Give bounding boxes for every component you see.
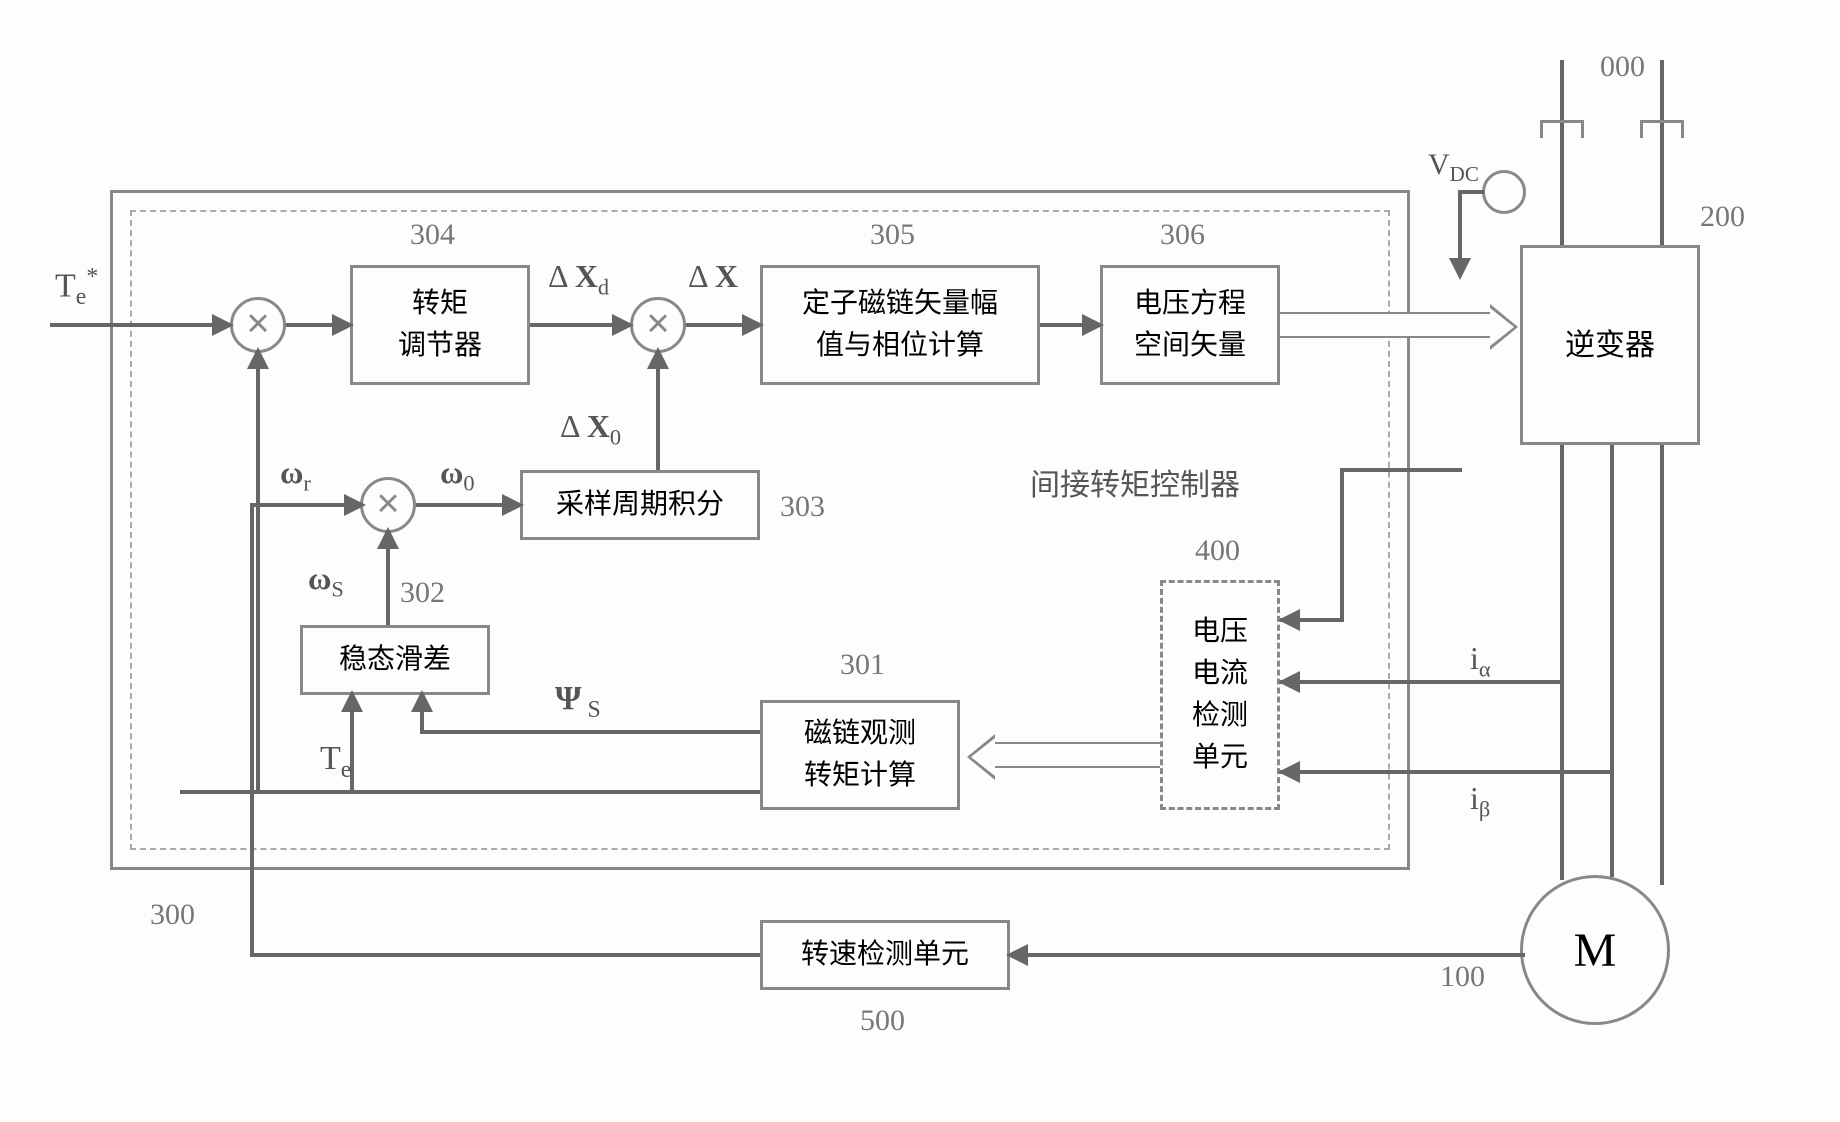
t-left xyxy=(1540,120,1584,138)
a-305-to-306 xyxy=(1082,314,1104,336)
motor-node: M xyxy=(1520,875,1670,1025)
block-306-voltage-svm: 电压方程 空间矢量 xyxy=(1100,265,1280,385)
hollow-306-to-inverter xyxy=(1280,312,1490,338)
block-400-line2: 电流 xyxy=(1192,653,1248,695)
l-ib xyxy=(1280,770,1614,774)
block-200-line1: 逆变器 xyxy=(1565,323,1655,368)
diagram-canvas: 转矩 调节器 定子磁链矢量幅 值与相位计算 电压方程 空间矢量 采样周期积分 稳… xyxy=(0,0,1840,1122)
label-controller-caption: 间接转矩控制器 xyxy=(1030,460,1240,504)
t-right xyxy=(1640,120,1684,138)
a-ib xyxy=(1278,761,1300,783)
l-303-up xyxy=(656,353,660,470)
id-200: 200 xyxy=(1700,200,1745,234)
l-400-vdc-top xyxy=(1340,468,1462,472)
sum-torque xyxy=(230,297,286,353)
l-motor-to-500 xyxy=(1010,953,1525,957)
vdc-drop xyxy=(1458,190,1462,265)
id-306: 306 xyxy=(1160,218,1205,252)
block-400-vi-detect: 电压 电流 检测 单元 xyxy=(1160,580,1280,810)
block-302-line1: 稳态滑差 xyxy=(339,639,451,681)
label-dX0: Δ X0 xyxy=(560,408,621,450)
block-200-inverter: 逆变器 xyxy=(1520,245,1700,445)
label-psi-s: Ψ S xyxy=(555,680,601,724)
block-305-line2: 值与相位计算 xyxy=(816,325,984,367)
vdc-stub xyxy=(1460,190,1484,194)
block-303-line1: 采样周期积分 xyxy=(556,484,724,526)
block-301-line2: 转矩计算 xyxy=(804,755,916,797)
id-303: 303 xyxy=(780,490,825,524)
id-100: 100 xyxy=(1440,960,1485,994)
vdc-arrow-down xyxy=(1449,258,1471,280)
sum-delta-x xyxy=(630,297,686,353)
l-ia xyxy=(1280,680,1564,684)
block-500-speed-detect: 转速检测单元 xyxy=(760,920,1010,990)
id-400: 400 xyxy=(1195,534,1240,568)
a-te-to-302 xyxy=(341,690,363,712)
a-304-to-sumdx xyxy=(612,314,634,336)
phase-b xyxy=(1610,445,1614,877)
vdc-node xyxy=(1482,170,1526,214)
a-sumdx-to-305 xyxy=(742,314,764,336)
block-304-line1: 转矩 xyxy=(412,283,468,325)
block-304-torque-regulator: 转矩 调节器 xyxy=(350,265,530,385)
id-000: 000 xyxy=(1600,50,1645,84)
block-301-line1: 磁链观测 xyxy=(804,713,916,755)
label-ws: ωS xyxy=(308,560,344,602)
id-302: 302 xyxy=(400,576,445,610)
l-te-h xyxy=(180,790,760,794)
block-301-flux-observer: 磁链观测 转矩计算 xyxy=(760,700,960,810)
id-301: 301 xyxy=(840,648,885,682)
a-400-vdc xyxy=(1278,609,1300,631)
block-400-line1: 电压 xyxy=(1192,611,1248,653)
block-303-sampling-integral: 采样周期积分 xyxy=(520,470,760,540)
a-motor-to-500 xyxy=(1006,944,1028,966)
sum-omega xyxy=(360,477,416,533)
dc-bus-left xyxy=(1560,60,1564,245)
l-psi-h xyxy=(420,730,760,734)
te-ref-arrow xyxy=(212,314,234,336)
l-301-te-out xyxy=(720,790,760,794)
label-te: Te xyxy=(320,740,351,784)
a-303-up xyxy=(647,347,669,369)
block-304-line2: 调节器 xyxy=(398,325,482,367)
phase-a xyxy=(1560,445,1564,880)
l-500-out xyxy=(250,953,760,957)
label-vdc: VDC xyxy=(1428,148,1479,187)
l-te-v2-to-sum xyxy=(256,353,260,794)
block-305-line1: 定子磁链矢量幅 xyxy=(802,283,998,325)
l-wr-vert xyxy=(250,503,254,953)
id-304: 304 xyxy=(410,218,455,252)
label-ia: iα xyxy=(1470,640,1491,682)
block-500-line1: 转速检测单元 xyxy=(801,934,969,976)
dc-bus-right xyxy=(1660,60,1664,245)
te-ref-line xyxy=(50,323,230,327)
block-302-steady-slip: 稳态滑差 xyxy=(300,625,490,695)
a-302-up xyxy=(377,527,399,549)
hollow-400-to-301 xyxy=(995,742,1160,768)
phase-c xyxy=(1660,445,1664,885)
a-sumw-to-303 xyxy=(502,494,524,516)
label-wr: ωr xyxy=(280,454,311,496)
a-sum-to-304 xyxy=(332,314,354,336)
a-ia xyxy=(1278,671,1300,693)
label-ib: iβ xyxy=(1470,780,1490,822)
label-dXd: Δ Xd xyxy=(548,258,609,300)
block-306-line1: 电压方程 xyxy=(1134,283,1246,325)
l-400-vdc-v xyxy=(1340,470,1344,620)
motor-label: M xyxy=(1574,923,1617,978)
id-500: 500 xyxy=(860,1004,905,1038)
block-305-flux-vector-calc: 定子磁链矢量幅 值与相位计算 xyxy=(760,265,1040,385)
a-te-to-sum xyxy=(247,347,269,369)
block-400-line3: 检测 xyxy=(1192,695,1248,737)
block-306-line2: 空间矢量 xyxy=(1134,325,1246,367)
label-te-ref: Te* xyxy=(55,264,98,311)
id-305: 305 xyxy=(870,218,915,252)
label-w0: ω0 xyxy=(440,454,475,496)
a-wr-in xyxy=(344,494,366,516)
label-dX: Δ X xyxy=(688,258,738,295)
block-400-line4: 单元 xyxy=(1192,737,1248,779)
id-300: 300 xyxy=(150,898,195,932)
a-psi-up xyxy=(411,690,433,712)
